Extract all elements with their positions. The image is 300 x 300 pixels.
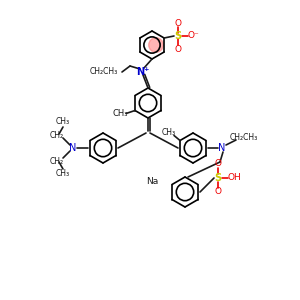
Text: S: S [214, 173, 222, 183]
Text: S: S [174, 31, 182, 41]
Text: O: O [175, 44, 182, 53]
Text: CH₃: CH₃ [162, 128, 176, 137]
Text: O: O [175, 20, 182, 28]
Text: CH₃: CH₃ [56, 169, 70, 178]
Text: CH₃: CH₃ [112, 109, 128, 118]
Text: N: N [218, 143, 226, 153]
Text: O⁻: O⁻ [187, 32, 199, 40]
Text: O: O [214, 188, 221, 196]
Text: CH₂: CH₂ [50, 157, 64, 166]
Text: CH₃: CH₃ [56, 118, 70, 127]
Circle shape [149, 38, 163, 52]
Text: Na: Na [146, 178, 158, 187]
Text: N: N [69, 143, 77, 153]
Text: N⁺: N⁺ [136, 67, 150, 77]
Text: OH: OH [227, 173, 241, 182]
Text: CH₂CH₃: CH₂CH₃ [230, 133, 258, 142]
Text: CH₂CH₃: CH₂CH₃ [90, 67, 118, 76]
Text: O: O [214, 160, 221, 169]
Text: CH₂: CH₂ [50, 130, 64, 140]
